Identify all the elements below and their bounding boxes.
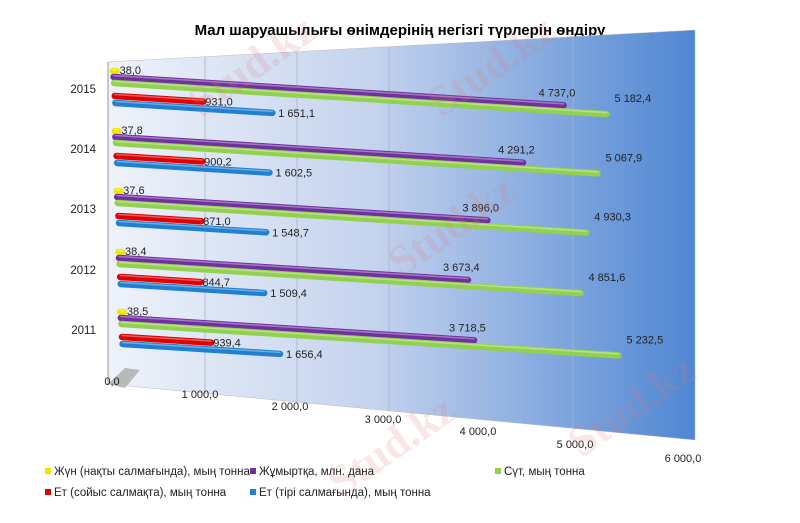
data-label: 5 067,9 [605, 152, 642, 164]
bar-highlight [116, 160, 271, 172]
legend-item-wool: Жүн (нақты салмағында), мың тонна [45, 466, 250, 478]
bar [112, 133, 527, 166]
bar [113, 159, 273, 176]
legend-swatch [45, 468, 51, 474]
bar [111, 92, 207, 105]
bar [112, 139, 601, 177]
x-tick-label: 3 000,0 [365, 414, 402, 426]
bar-highlight [118, 261, 582, 293]
bar [117, 280, 268, 297]
data-label: 3 673,4 [443, 262, 480, 274]
data-label: 3 718,5 [449, 322, 486, 334]
data-label: 900,2 [204, 156, 232, 168]
bar-highlight [120, 281, 265, 293]
bar [115, 212, 205, 225]
bar [114, 199, 590, 236]
chart-title: Мал шаруашылығы өнімдерінің негізгі түрл… [194, 22, 606, 39]
data-label: 871,0 [203, 216, 231, 228]
x-tick-label: 0,0 [104, 376, 119, 388]
bar-highlight [117, 213, 202, 221]
bar [118, 333, 215, 346]
bar-highlight [112, 74, 565, 105]
chart-floor [108, 368, 140, 388]
legend-item-eggs: Жұмыртқа, млн. дана [250, 466, 374, 478]
bar-highlight [116, 194, 489, 220]
legend-swatch [45, 489, 51, 495]
data-label: 1 656,4 [286, 349, 323, 361]
x-tick-label: 6 000,0 [665, 453, 702, 465]
chart-back-wall [107, 29, 696, 441]
bar-highlight [118, 220, 267, 232]
data-label: 38,5 [127, 306, 148, 318]
bar-highlight [114, 100, 274, 113]
data-label: 38,4 [125, 246, 146, 258]
category-label: 2013 [70, 204, 96, 216]
bar-highlight [114, 93, 204, 101]
data-label: 1 548,7 [272, 227, 309, 239]
bar-highlight [113, 80, 608, 114]
legend-item-meat-live: Ет (тірі салмағында), мың тонна [250, 487, 431, 499]
bar-highlight [117, 200, 587, 232]
x-tick-label: 1 000,0 [182, 389, 219, 401]
category-label: 2012 [70, 265, 96, 277]
data-label: 4 851,6 [589, 272, 626, 284]
bar-highlight [115, 153, 203, 161]
data-label: 38,0 [120, 65, 141, 77]
bar-highlight [120, 321, 620, 355]
legend-item-milk: Сүт, мың тонна [495, 466, 585, 478]
category-label: 2014 [70, 144, 96, 156]
legend-swatch [250, 468, 256, 474]
data-label: 931,0 [205, 97, 233, 109]
data-label: 5 232,5 [626, 334, 663, 346]
bar [118, 320, 622, 359]
data-label: 1 509,4 [270, 288, 307, 300]
x-tick-label: 5 000,0 [557, 439, 594, 451]
data-label: 37,6 [123, 185, 144, 197]
bar [110, 73, 567, 109]
bar [116, 273, 204, 286]
bar [116, 260, 584, 297]
data-label: 4 930,3 [594, 212, 631, 224]
category-label: 2015 [70, 84, 96, 96]
legend-swatch [250, 489, 256, 495]
bar-highlight [118, 255, 469, 280]
data-label: 939,4 [213, 338, 241, 350]
data-label: 844,7 [202, 277, 230, 289]
data-label: 1 651,1 [278, 108, 315, 120]
bar-highlight [119, 274, 202, 282]
data-label: 37,8 [121, 125, 142, 137]
bar-highlight [121, 341, 281, 354]
bar [115, 219, 270, 236]
data-label: 4 291,2 [498, 145, 535, 157]
bar [117, 314, 478, 344]
bar [115, 254, 472, 284]
x-tick-label: 2 000,0 [272, 401, 309, 413]
bar [110, 79, 610, 118]
data-label: 5 182,4 [615, 93, 652, 105]
category-label: 2011 [71, 325, 96, 337]
bar [113, 152, 206, 165]
x-tick-label: 4 000,0 [460, 426, 497, 438]
data-label: 4 737,0 [539, 87, 576, 99]
legend-swatch [495, 468, 501, 474]
bar-highlight [120, 315, 475, 340]
bar [113, 193, 491, 224]
data-label: 1 602,5 [275, 168, 312, 180]
bar-highlight [115, 140, 599, 173]
bar [119, 340, 284, 358]
bar [112, 99, 276, 117]
legend-item-meat-slaughter: Ет (сойыс салмақта), мың тонна [45, 487, 226, 499]
bar-highlight [121, 334, 212, 342]
bar-highlight [114, 134, 524, 162]
data-label: 3 896,0 [462, 202, 499, 214]
